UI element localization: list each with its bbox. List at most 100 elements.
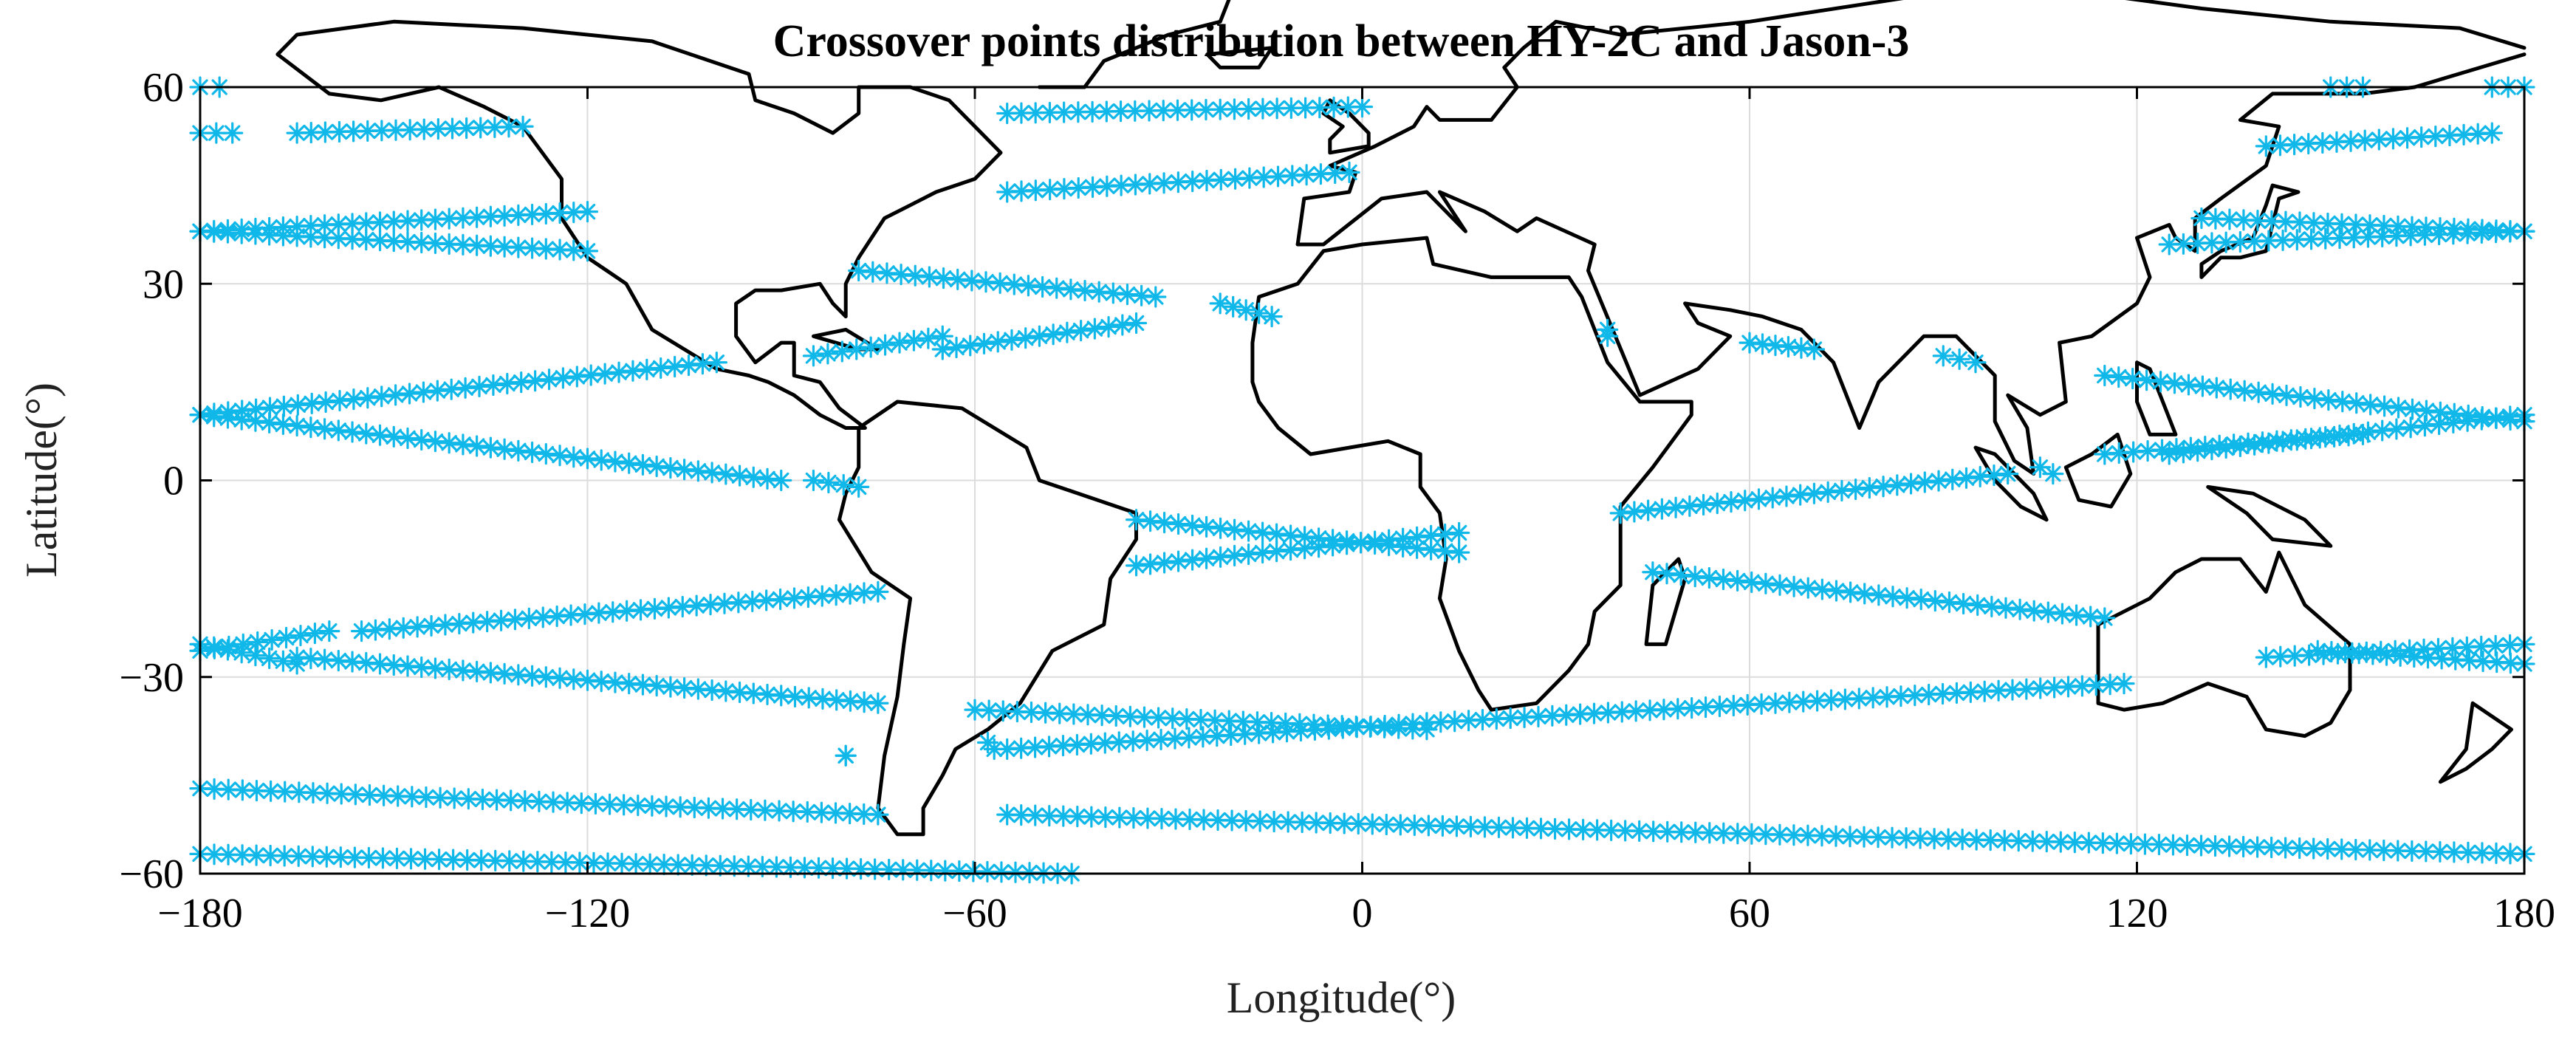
- crossover-point: [2190, 207, 2213, 230]
- crossover-point: [876, 262, 898, 284]
- crossover-point: [1052, 805, 1075, 827]
- crossover-point: [2051, 603, 2074, 625]
- crossover-point: [1797, 577, 1819, 599]
- crossover-point: [1967, 594, 1989, 617]
- crossover-point: [406, 616, 428, 638]
- crossover-point: [427, 117, 449, 140]
- crossover-point: [888, 332, 911, 354]
- crossover-point: [2187, 440, 2209, 462]
- crossover-point: [484, 116, 506, 138]
- crossover-point: [1741, 571, 1763, 593]
- crossover-point: [917, 327, 939, 349]
- crossover-point: [1628, 820, 1651, 842]
- crossover-point: [500, 789, 522, 812]
- crossover-point: [466, 206, 488, 228]
- crossover-point: [2094, 607, 2116, 629]
- crossover-point: [441, 117, 464, 140]
- crossover-point: [2065, 604, 2088, 626]
- crossover-point: [594, 363, 616, 385]
- crossover-point: [846, 338, 868, 360]
- crossover-point: [1364, 530, 1386, 552]
- crossover-point: [728, 465, 751, 487]
- crossover-point: [350, 620, 373, 642]
- crossover-point: [2303, 387, 2326, 410]
- crossover-point: [563, 668, 585, 690]
- crossover-point: [576, 240, 599, 262]
- crossover-point: [756, 467, 778, 490]
- crossover-point: [2172, 233, 2195, 255]
- crossover-point: [1209, 292, 1231, 315]
- crossover-point: [2009, 598, 2031, 620]
- crossover-point: [549, 202, 571, 224]
- crossover-point: [2387, 840, 2409, 862]
- crossover-point: [2414, 415, 2436, 437]
- crossover-point: [452, 233, 474, 256]
- crossover-point: [848, 476, 870, 498]
- crossover-point: [329, 389, 351, 412]
- y-tick-label: 0: [163, 459, 184, 504]
- crossover-point: [203, 636, 225, 658]
- crossover-point: [2399, 417, 2422, 439]
- crossover-point: [1138, 100, 1160, 122]
- crossover-point: [2215, 436, 2237, 459]
- crossover-point: [2445, 648, 2467, 671]
- crossover-point: [563, 446, 585, 468]
- crossover-point: [660, 676, 682, 698]
- y-tick-label: −30: [119, 655, 184, 701]
- crossover-point: [1981, 595, 2003, 617]
- crossover-point: [1265, 523, 1288, 545]
- crossover-point: [532, 606, 554, 628]
- crossover-point: [2470, 408, 2493, 431]
- crossover-point: [1448, 521, 1470, 544]
- crossover-point: [2158, 443, 2180, 465]
- crossover-point: [318, 620, 340, 642]
- crossover-point: [315, 391, 337, 414]
- crossover-point: [904, 264, 926, 287]
- crossover-point: [1803, 338, 1826, 360]
- crossover-point: [510, 371, 532, 394]
- crossover-point: [742, 682, 764, 705]
- crossover-point: [715, 463, 737, 485]
- iceland-coast: [1205, 46, 1274, 69]
- crossover-point: [1195, 98, 1217, 121]
- crossover-point: [454, 377, 476, 399]
- crossover-point: [1166, 99, 1189, 121]
- north-america-coast: [275, 19, 1003, 430]
- crossover-point: [344, 784, 366, 806]
- crossover-point: [2258, 432, 2280, 454]
- crossover-point: [261, 628, 283, 651]
- crossover-point: [770, 469, 792, 492]
- crossover-point: [631, 453, 654, 476]
- crossover-point: [705, 352, 727, 374]
- crossover-point: [479, 436, 501, 459]
- crossover-point: [1102, 282, 1124, 304]
- crossover-point: [961, 270, 983, 292]
- crossover-point: [411, 209, 433, 231]
- crossover-point: [2108, 366, 2130, 388]
- crossover-point: [216, 639, 239, 661]
- crossover-point: [2373, 839, 2395, 862]
- crossover-point: [466, 435, 488, 457]
- crossover-point: [2275, 384, 2298, 407]
- crossover-point: [1153, 512, 1176, 534]
- crossover-point: [258, 647, 281, 669]
- crossover-point: [1775, 485, 1798, 507]
- crossover-point: [438, 233, 460, 255]
- crossover-point: [2233, 380, 2255, 402]
- crossover-point: [1167, 513, 1190, 535]
- crossover-point: [1685, 821, 1707, 843]
- x-tick-label: −60: [942, 891, 1007, 936]
- x-tick-label: −180: [157, 891, 243, 936]
- crossover-point: [2300, 428, 2323, 450]
- crossover-point: [1932, 345, 1954, 367]
- australia-coast: [2096, 550, 2352, 738]
- crossover-point: [1817, 481, 1839, 503]
- crossover-point: [1111, 314, 1134, 336]
- crossover-point: [2499, 405, 2521, 428]
- crossover-point: [385, 384, 407, 406]
- crossover-point: [655, 795, 677, 818]
- crossover-point: [2442, 223, 2464, 245]
- crossover-point: [428, 849, 451, 871]
- crossover-point: [2136, 369, 2158, 391]
- crossover-point: [1872, 476, 1894, 498]
